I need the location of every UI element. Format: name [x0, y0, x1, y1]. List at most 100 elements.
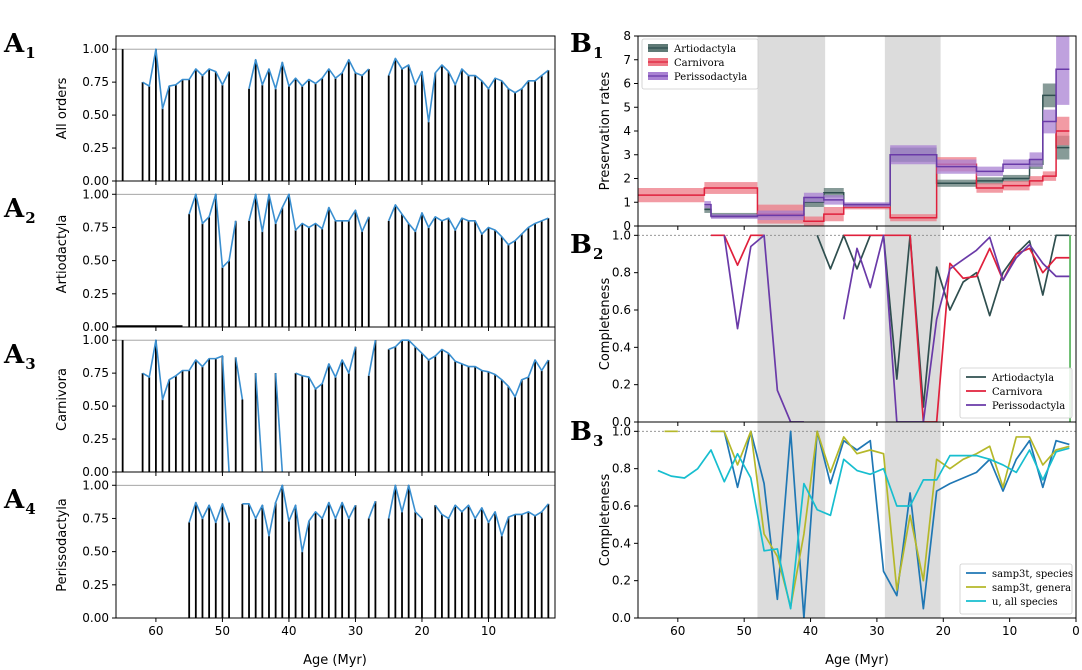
x-tick-label: 40	[281, 624, 296, 638]
y-tick-label: 0.50	[82, 108, 109, 122]
y-tick-label: 0	[623, 219, 631, 233]
y-tick-label: 1	[623, 195, 631, 209]
axes-frame	[637, 421, 1077, 619]
plot-area	[638, 226, 1076, 422]
series-line	[711, 430, 1070, 618]
x-tick-label: 60	[670, 624, 685, 638]
legend: Artiodactyla Carnivora Perissodactyla	[959, 367, 1073, 419]
y-axis-label: Preservation rates	[598, 71, 613, 190]
panel-a2: 0.00 0.25 0.50 0.75 1.00 Artiodactyla A2	[3, 180, 556, 334]
y-tick-label: 1.00	[82, 478, 109, 492]
trend-line	[248, 193, 370, 233]
y-axis-label: Completeness	[598, 474, 613, 567]
series-line	[723, 234, 804, 422]
panel-label: B3	[570, 417, 603, 450]
legend-box	[959, 367, 1073, 419]
panel-a4: 0.00 0.25 0.50 0.75 1.00 60 50 40 30 20 10 Perissod…	[3, 471, 556, 638]
y-tick-label: 0.6	[612, 499, 631, 513]
trend-line	[387, 484, 423, 520]
trend-line	[388, 339, 550, 398]
legend: samp3t, species samp3t, genera u, all spec…	[959, 563, 1073, 615]
y-tick-label: 0.2	[612, 574, 631, 588]
legend-label: Perissodactyla	[674, 72, 747, 83]
trend-line	[274, 373, 284, 473]
legend-label: Carnivora	[992, 387, 1042, 398]
trend-line	[295, 346, 357, 390]
panel-label-sub: 2	[25, 209, 35, 227]
y-tick-label: 0.0	[612, 611, 631, 625]
trend-line	[242, 484, 357, 553]
y-tick-label: 1.00	[82, 187, 109, 201]
trend-line	[188, 193, 237, 269]
y-axis-label: Perissodactyla	[55, 498, 70, 592]
trend-line	[368, 500, 377, 519]
panel-label: A2	[3, 194, 36, 227]
y-tick-label: 0.75	[82, 366, 109, 380]
legend-label: Artiodactyla	[673, 44, 736, 55]
legend-label: Artiodactyla	[991, 373, 1054, 384]
panel-label-sub: 3	[593, 432, 603, 450]
x-tick-label: 20	[414, 624, 429, 638]
trend-line	[188, 501, 230, 524]
y-tick-label: 5	[623, 100, 631, 114]
y-tick-label: 0.8	[612, 462, 631, 476]
panel-a1: 0.00 0.25 0.50 0.75 1.00 All orders A1	[3, 29, 556, 188]
y-tick-label: 7	[623, 53, 631, 67]
axes-frame	[115, 471, 556, 619]
y-tick-label: 1.00	[82, 333, 109, 347]
x-tick-label: 30	[348, 624, 363, 638]
y-tick-label: 0.00	[82, 174, 109, 188]
panel-b3: 0.0 0.2 0.4 0.6 0.8 1.0 60 50 40 30 20 10 0 Completen…	[570, 417, 1080, 638]
plot-area	[638, 422, 1076, 618]
x-axis-label-left: Age (Myr)	[303, 653, 367, 668]
trend-line	[234, 357, 244, 400]
y-axis-label: Completeness	[598, 278, 613, 371]
trend-line	[142, 339, 230, 473]
plot-area	[638, 36, 1070, 226]
legend-label: Perissodactyla	[992, 401, 1065, 412]
y-tick-label: 0.8	[612, 266, 631, 280]
series-line	[842, 234, 1070, 422]
panel-label-sub: 1	[25, 44, 35, 62]
y-tick-label: 8	[623, 29, 631, 43]
trend-line	[254, 373, 264, 473]
panel-label: B2	[570, 230, 603, 263]
y-tick-label: 0.25	[82, 141, 109, 155]
y-tick-label: 0.25	[82, 432, 109, 446]
y-tick-label: 3	[623, 148, 631, 162]
y-tick-label: 0.25	[82, 287, 109, 301]
y-tick-label: 0.4	[612, 340, 631, 354]
panel-b1: 0 1 2 3 4 5 6 7 8 Preservation rates B1 Artiodactyl…	[570, 29, 1077, 233]
trend-line	[248, 58, 370, 90]
y-tick-label: 0.50	[82, 254, 109, 268]
y-tick-label: 6	[623, 77, 631, 91]
y-tick-label: 1.0	[612, 424, 631, 438]
trend-line	[434, 503, 549, 537]
panel-label-sub: 3	[25, 355, 35, 373]
legend-label: samp3t, species	[992, 569, 1073, 580]
panel-label-sub: 4	[25, 500, 35, 518]
trend-line	[367, 340, 377, 376]
legend-label: Carnivora	[674, 58, 724, 69]
x-tick-label: 60	[148, 624, 163, 638]
legend-box	[641, 38, 759, 90]
y-tick-label: 0.2	[612, 378, 631, 392]
panel-b2: 0.0 0.2 0.4 0.6 0.8 1.0 Completeness B2 Artiodac…	[570, 225, 1077, 429]
y-axis-label: Artiodactyla	[55, 215, 70, 294]
x-tick-label: 50	[737, 624, 752, 638]
series-line	[816, 234, 1070, 408]
y-axis-label: All orders	[55, 77, 70, 139]
y-tick-label: 4	[623, 124, 631, 138]
x-tick-label: 0	[1072, 624, 1080, 638]
y-tick-label: 0.0	[612, 415, 631, 429]
rate-step-line	[704, 68, 1070, 218]
x-tick-label: 50	[215, 624, 230, 638]
y-tick-label: 0.50	[82, 545, 109, 559]
y-tick-label: 0.25	[82, 578, 109, 592]
series-line	[711, 234, 765, 267]
panel-label: A4	[3, 485, 36, 518]
legend-label: u, all species	[992, 597, 1058, 608]
y-axis-label: Carnivora	[55, 368, 70, 431]
panel-label: A3	[3, 340, 36, 373]
